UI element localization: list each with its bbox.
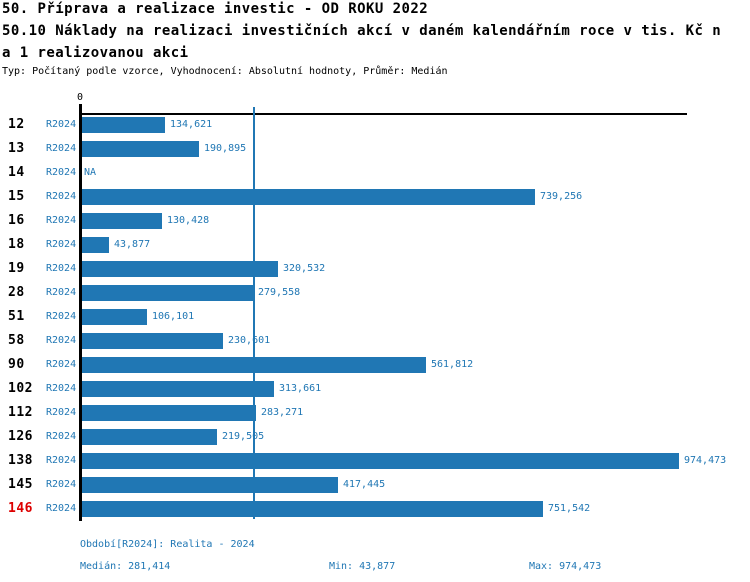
report-subtitle: Typ: Počítaný podle vzorce, Vyhodnocení:…	[2, 66, 448, 77]
row-series-label: R2024	[46, 431, 77, 442]
row-category-label: 14	[8, 165, 25, 180]
bar-value-label: 417,445	[343, 479, 386, 490]
report-title-line1: 50. Příprava a realizace investic - OD R…	[2, 1, 429, 17]
row-category-label: 51	[8, 309, 25, 324]
bar-value-label: 974,473	[684, 455, 727, 466]
row-category-label: 18	[8, 237, 25, 252]
bar	[82, 357, 426, 373]
bar	[82, 189, 535, 205]
report-title-line3: a 1 realizovanou akci	[2, 45, 189, 61]
row-series-label: R2024	[46, 287, 77, 298]
bar	[82, 477, 338, 493]
bar-value-label: 106,101	[152, 311, 195, 322]
row-category-label: 126	[8, 429, 33, 444]
row-category-label: 19	[8, 261, 25, 276]
row-category-label: 13	[8, 141, 25, 156]
bar-value-label: 190,895	[204, 143, 247, 154]
axis-zero-tick-label: 0	[76, 92, 84, 103]
period-label: Období[R2024]: Realita - 2024	[80, 539, 255, 550]
bar	[82, 429, 217, 445]
bar-value-label: NA	[84, 167, 97, 178]
bar-value-label: 219,505	[222, 431, 265, 442]
bar-value-label: 751,542	[548, 503, 591, 514]
row-category-label: 146	[8, 501, 33, 516]
row-series-label: R2024	[46, 215, 77, 226]
row-series-label: R2024	[46, 335, 77, 346]
row-series-label: R2024	[46, 503, 77, 514]
row-category-label: 90	[8, 357, 25, 372]
bar-value-label: 134,621	[170, 119, 213, 130]
bar	[82, 285, 253, 301]
bar	[82, 405, 256, 421]
row-category-label: 138	[8, 453, 33, 468]
bar-value-label: 283,271	[261, 407, 304, 418]
y-axis-line	[79, 104, 82, 521]
bar	[82, 501, 543, 517]
row-series-label: R2024	[46, 383, 77, 394]
row-category-label: 145	[8, 477, 33, 492]
row-series-label: R2024	[46, 407, 77, 418]
bar	[82, 333, 223, 349]
row-category-label: 112	[8, 405, 33, 420]
row-series-label: R2024	[46, 239, 77, 250]
row-series-label: R2024	[46, 479, 77, 490]
bar-value-label: 561,812	[431, 359, 474, 370]
row-series-label: R2024	[46, 311, 77, 322]
bar	[82, 237, 109, 253]
bar	[82, 381, 274, 397]
row-series-label: R2024	[46, 263, 77, 274]
bar	[82, 213, 162, 229]
row-category-label: 15	[8, 189, 25, 204]
median-reference-line	[253, 107, 255, 519]
bar-value-label: 230,601	[228, 335, 271, 346]
row-series-label: R2024	[46, 167, 77, 178]
bar-value-label: 739,256	[540, 191, 583, 202]
bar-value-label: 130,428	[167, 215, 210, 226]
row-series-label: R2024	[46, 119, 77, 130]
min-stat-label: Min: 43,877	[329, 561, 396, 572]
row-series-label: R2024	[46, 143, 77, 154]
row-category-label: 28	[8, 285, 25, 300]
median-stat-label: Medián: 281,414	[80, 561, 171, 572]
bar	[82, 309, 147, 325]
x-axis-line	[79, 113, 687, 115]
row-category-label: 12	[8, 117, 25, 132]
bar	[82, 117, 165, 133]
report-title-line2: 50.10 Náklady na realizaci investičních …	[2, 23, 722, 39]
bar	[82, 141, 199, 157]
bar	[82, 453, 679, 469]
row-series-label: R2024	[46, 191, 77, 202]
row-category-label: 58	[8, 333, 25, 348]
row-category-label: 16	[8, 213, 25, 228]
bar-value-label: 313,661	[279, 383, 322, 394]
bar	[82, 261, 278, 277]
bar-value-label: 279,558	[258, 287, 301, 298]
bar-value-label: 320,532	[283, 263, 326, 274]
bar-value-label: 43,877	[114, 239, 151, 250]
max-stat-label: Max: 974,473	[529, 561, 602, 572]
row-series-label: R2024	[46, 455, 77, 466]
row-category-label: 102	[8, 381, 33, 396]
row-series-label: R2024	[46, 359, 77, 370]
